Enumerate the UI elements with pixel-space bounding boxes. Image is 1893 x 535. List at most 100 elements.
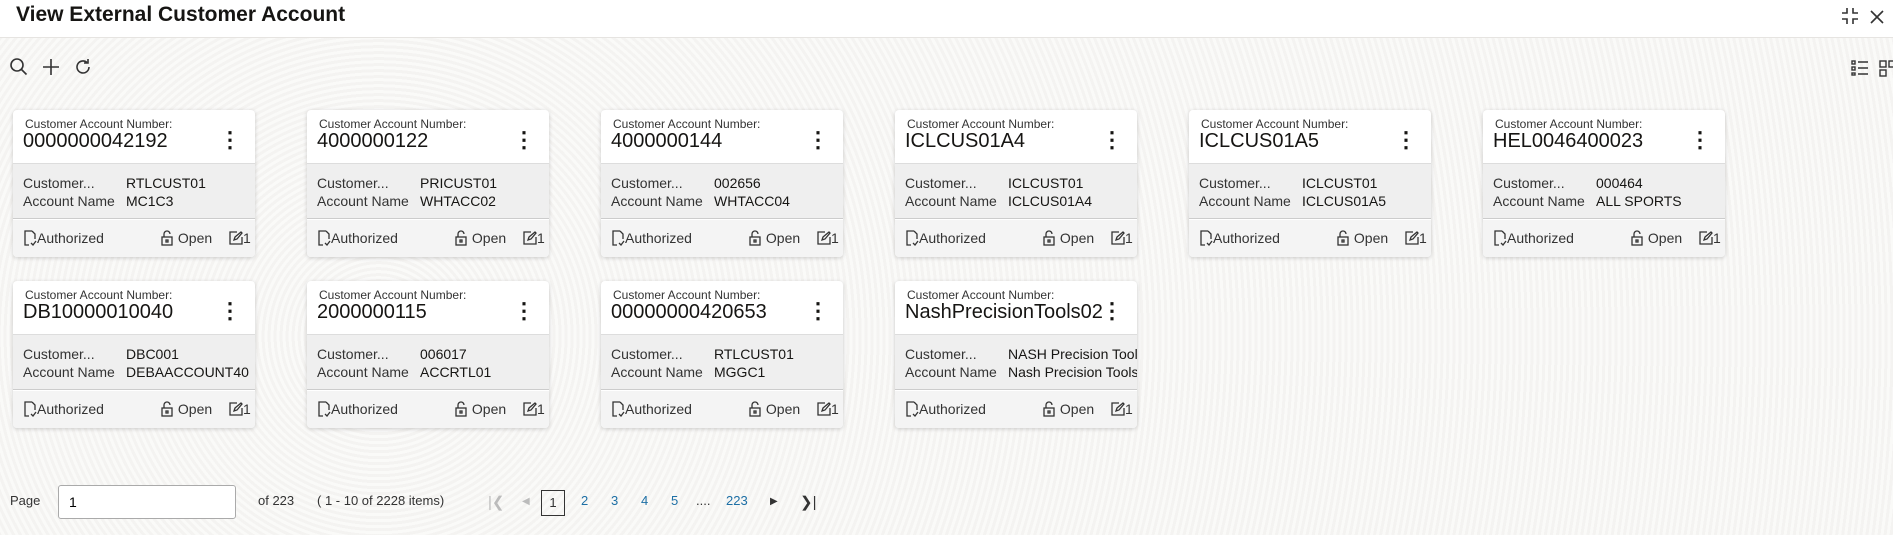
account-number[interactable]: ICLCUS01A5: [1199, 130, 1320, 152]
authorized-status: Authorized: [23, 230, 104, 246]
collapse-icon[interactable]: [1840, 6, 1860, 32]
more-options-icon[interactable]: ⋮: [807, 298, 829, 323]
modification-count: 1: [229, 230, 251, 246]
account-card[interactable]: Customer Account Number: ICLCUS01A5 ⋮ Cu…: [1189, 110, 1431, 257]
card-body: Customer... 006017 Account Name ACCRTL01: [307, 334, 549, 390]
customer-value: 002656: [714, 175, 761, 191]
customer-value: RTLCUST01: [126, 175, 206, 191]
more-options-icon[interactable]: ⋮: [219, 298, 241, 323]
current-page[interactable]: 1: [541, 490, 565, 516]
account-number[interactable]: 4000000144: [611, 130, 723, 152]
more-options-icon[interactable]: ⋮: [1689, 127, 1711, 152]
account-card[interactable]: Customer Account Number: NashPrecisionTo…: [895, 281, 1137, 428]
unlock-icon: [749, 230, 761, 246]
page-label: Page: [10, 493, 41, 508]
account-number[interactable]: NashPrecisionTools02: [905, 301, 1103, 323]
customer-value: DBC001: [126, 346, 179, 362]
open-status: Open: [454, 230, 506, 246]
account-number[interactable]: DB10000010040: [23, 301, 174, 323]
open-status: Open: [1042, 230, 1094, 246]
customer-value: NASH Precision Tools: [1008, 346, 1137, 362]
customer-label: Customer...: [23, 346, 95, 362]
account-card[interactable]: Customer Account Number: ICLCUS01A4 ⋮ Cu…: [895, 110, 1137, 257]
tile-view-icon[interactable]: [1878, 58, 1893, 80]
account-name-value: WHTACC02: [420, 193, 496, 209]
unlock-icon: [749, 401, 761, 417]
page-input[interactable]: [58, 485, 236, 519]
page-4[interactable]: 4: [641, 493, 649, 508]
search-icon[interactable]: [8, 56, 30, 78]
card-footer: Authorized Open 1: [601, 220, 843, 257]
account-number[interactable]: HEL0046400023: [1493, 130, 1644, 152]
more-options-icon[interactable]: ⋮: [807, 127, 829, 152]
account-number[interactable]: 00000000420653: [611, 301, 767, 323]
card-footer: Authorized Open 1: [1189, 220, 1431, 257]
account-number[interactable]: 0000000042192: [23, 130, 168, 152]
unlock-icon: [455, 401, 467, 417]
modification-count: 1: [523, 401, 545, 417]
modification-count: 1: [1111, 401, 1133, 417]
customer-value: ICLCUST01: [1302, 175, 1378, 191]
more-options-icon[interactable]: ⋮: [1101, 127, 1123, 152]
account-card[interactable]: Customer Account Number: DB10000010040 ⋮…: [13, 281, 255, 428]
customer-label: Customer...: [905, 346, 977, 362]
account-card[interactable]: Customer Account Number: 4000000144 ⋮ Cu…: [601, 110, 843, 257]
authorized-status: Authorized: [905, 230, 986, 246]
account-name-label: Account Name: [611, 193, 703, 209]
authorized-icon: [612, 230, 625, 246]
card-body: Customer... RTLCUST01 Account Name MC1C3: [13, 163, 255, 219]
account-card[interactable]: Customer Account Number: 0000000042192 ⋮…: [13, 110, 255, 257]
account-card[interactable]: Customer Account Number: HEL0046400023 ⋮…: [1483, 110, 1725, 257]
more-options-icon[interactable]: ⋮: [513, 127, 535, 152]
open-status: Open: [1336, 230, 1388, 246]
open-status: Open: [748, 401, 800, 417]
edit-icon: [817, 231, 831, 245]
authorized-icon: [1494, 230, 1507, 246]
card-label: Customer Account Number:: [319, 117, 467, 131]
page-title: View External Customer Account: [16, 3, 346, 26]
open-status: Open: [1630, 230, 1682, 246]
add-icon[interactable]: [40, 56, 62, 78]
account-name-value: ACCRTL01: [420, 364, 492, 380]
customer-label: Customer...: [1199, 175, 1271, 191]
account-number[interactable]: 2000000115: [317, 301, 427, 323]
account-name-label: Account Name: [23, 364, 115, 380]
customer-label: Customer...: [1493, 175, 1565, 191]
account-card[interactable]: Customer Account Number: 2000000115 ⋮ Cu…: [307, 281, 549, 428]
account-card[interactable]: Customer Account Number: 00000000420653 …: [601, 281, 843, 428]
more-options-icon[interactable]: ⋮: [1395, 127, 1417, 152]
first-page-icon[interactable]: |❮: [488, 494, 505, 511]
customer-value: ICLCUST01: [1008, 175, 1084, 191]
next-page-icon[interactable]: ▶: [770, 496, 778, 507]
customer-label: Customer...: [611, 175, 683, 191]
refresh-icon[interactable]: [72, 56, 94, 78]
account-name-value: MC1C3: [126, 193, 174, 209]
authorized-status: Authorized: [317, 401, 398, 417]
last-page-icon[interactable]: ❯|: [800, 494, 817, 511]
account-card[interactable]: Customer Account Number: 4000000122 ⋮ Cu…: [307, 110, 549, 257]
unlock-icon: [1043, 230, 1055, 246]
edit-icon: [1111, 402, 1125, 416]
unlock-icon: [161, 401, 173, 417]
page-2[interactable]: 2: [581, 493, 589, 508]
card-label: Customer Account Number:: [907, 288, 1055, 302]
page-5[interactable]: 5: [671, 493, 679, 508]
authorized-icon: [1200, 230, 1213, 246]
page-last-number[interactable]: 223: [726, 493, 748, 508]
card-footer: Authorized Open 1: [13, 220, 255, 257]
open-status: Open: [748, 230, 800, 246]
list-view-icon[interactable]: [1850, 58, 1872, 80]
account-name-label: Account Name: [23, 193, 115, 209]
more-options-icon[interactable]: ⋮: [513, 298, 535, 323]
account-name-value: ICLCUS01A5: [1302, 193, 1387, 209]
customer-label: Customer...: [317, 175, 389, 191]
page-3[interactable]: 3: [611, 493, 619, 508]
account-number[interactable]: 4000000122: [317, 130, 429, 152]
open-status: Open: [1042, 401, 1094, 417]
close-icon[interactable]: [1868, 6, 1886, 32]
account-number[interactable]: ICLCUS01A4: [905, 130, 1026, 152]
more-options-icon[interactable]: ⋮: [1101, 298, 1123, 323]
prev-page-icon[interactable]: ◀: [522, 496, 530, 507]
open-status: Open: [160, 401, 212, 417]
more-options-icon[interactable]: ⋮: [219, 127, 241, 152]
